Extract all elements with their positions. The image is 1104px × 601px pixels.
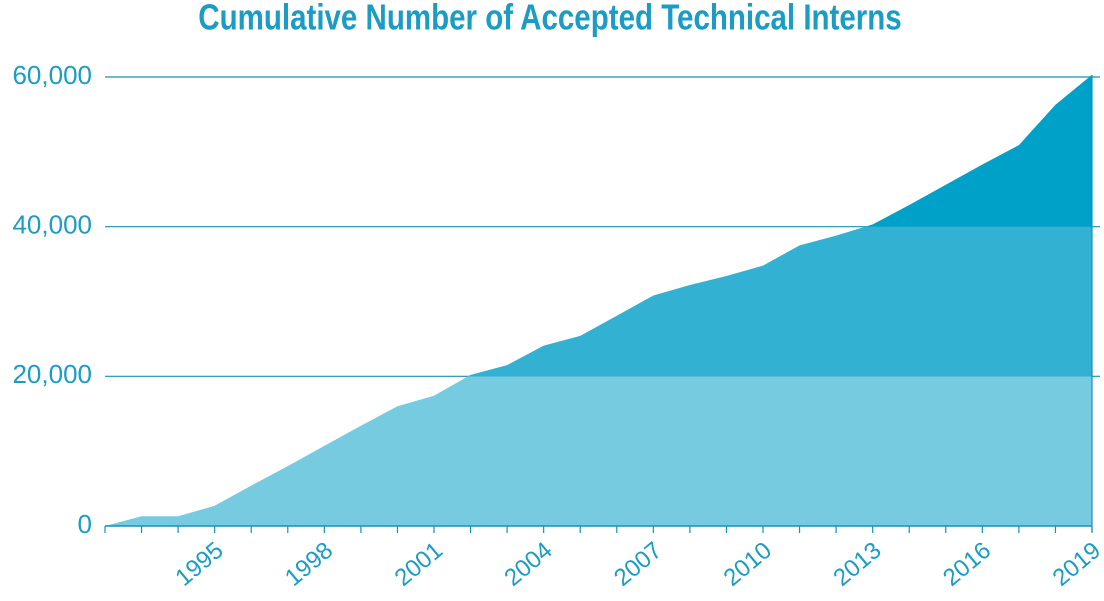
x-tick-label: 1995 (170, 537, 228, 592)
area (865, 74, 1092, 227)
x-tick-label: 2019 (1048, 537, 1104, 592)
x-tick-label: 2001 (390, 537, 448, 592)
area (467, 226, 1092, 377)
x-tick-label: 2010 (719, 537, 777, 592)
x-tick-label: 2004 (499, 537, 557, 592)
y-tick-label: 0 (78, 509, 92, 539)
x-tick-label: 2013 (828, 537, 886, 592)
x-tick-label: 2016 (938, 537, 996, 592)
chart-title: Cumulative Number of Accepted Technical … (198, 0, 901, 37)
x-tick-label: 2007 (609, 537, 667, 592)
y-tick-label: 40,000 (12, 210, 92, 240)
area (105, 376, 1092, 526)
y-tick-label: 20,000 (12, 359, 92, 389)
x-tick-label: 1998 (280, 537, 338, 592)
y-tick-label: 60,000 (12, 60, 92, 90)
